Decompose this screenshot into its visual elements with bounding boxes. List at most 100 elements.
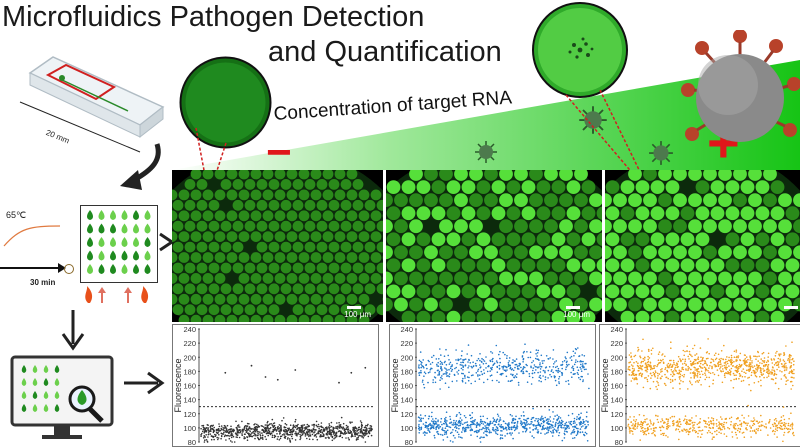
- data-point: [424, 387, 426, 389]
- data-point: [499, 419, 501, 421]
- data-point: [481, 361, 483, 363]
- data-point: [571, 367, 573, 369]
- data-point: [674, 379, 676, 381]
- data-point: [424, 434, 426, 436]
- droplet: [353, 242, 364, 253]
- data-point: [214, 434, 216, 436]
- data-point: [704, 360, 706, 362]
- droplet: [185, 304, 196, 315]
- data-point: [565, 427, 567, 429]
- data-point: [251, 436, 253, 438]
- data-point: [693, 361, 695, 363]
- data-point: [746, 365, 748, 367]
- data-point: [312, 429, 314, 431]
- data-point: [709, 432, 711, 434]
- data-point: [510, 380, 512, 382]
- data-point: [241, 421, 243, 423]
- data-point: [743, 380, 745, 382]
- data-point: [489, 360, 491, 362]
- data-point: [631, 359, 633, 361]
- data-point: [533, 360, 535, 362]
- data-point: [224, 372, 226, 374]
- data-point: [556, 360, 558, 362]
- data-point: [702, 374, 704, 376]
- data-point: [554, 377, 556, 379]
- data-point: [655, 386, 657, 388]
- data-point: [568, 380, 570, 382]
- data-point: [339, 424, 341, 426]
- data-point: [206, 439, 208, 441]
- data-point: [751, 372, 753, 374]
- data-point: [446, 364, 448, 366]
- data-point: [638, 349, 640, 351]
- droplet: [257, 179, 268, 190]
- data-point: [558, 383, 560, 385]
- data-point: [433, 422, 435, 424]
- droplet: [439, 219, 453, 233]
- data-point: [433, 420, 435, 422]
- data-point: [721, 418, 723, 420]
- data-point: [725, 364, 727, 366]
- data-point: [783, 352, 785, 354]
- data-point: [648, 361, 650, 363]
- droplet: [281, 221, 292, 232]
- data-point: [440, 361, 442, 363]
- data-point: [762, 368, 764, 370]
- data-point: [579, 424, 581, 426]
- droplet: [257, 304, 268, 315]
- droplet: [529, 193, 543, 207]
- droplet: [233, 242, 244, 253]
- data-point: [769, 419, 771, 421]
- data-point: [790, 366, 792, 368]
- data-point: [637, 425, 639, 427]
- tick-label: 220: [610, 339, 623, 348]
- data-point: [546, 428, 548, 430]
- droplet: [341, 242, 352, 253]
- data-point: [583, 366, 585, 368]
- data-point: [712, 436, 714, 438]
- droplet: [763, 245, 777, 259]
- droplet-icon: [110, 237, 116, 247]
- data-point: [645, 370, 647, 372]
- data-point: [244, 433, 246, 435]
- data-point: [304, 424, 306, 426]
- data-point: [761, 373, 763, 375]
- data-point: [690, 382, 692, 384]
- data-point: [547, 426, 549, 428]
- data-point: [751, 362, 753, 364]
- data-point: [776, 436, 778, 438]
- data-point: [254, 429, 256, 431]
- data-point: [776, 351, 778, 353]
- data-point: [364, 367, 366, 369]
- data-point: [206, 431, 208, 433]
- data-point: [694, 372, 696, 374]
- data-point: [737, 372, 739, 374]
- data-point: [493, 417, 495, 419]
- data-point: [720, 366, 722, 368]
- data-point: [548, 418, 550, 420]
- data-point: [461, 350, 463, 352]
- data-point: [426, 364, 428, 366]
- droplet: [197, 304, 208, 315]
- data-point: [789, 359, 791, 361]
- data-point: [723, 424, 725, 426]
- data-point: [514, 367, 516, 369]
- data-point: [431, 427, 433, 429]
- data-point: [788, 423, 790, 425]
- data-point: [562, 361, 564, 363]
- data-point: [764, 357, 766, 359]
- data-point: [348, 437, 350, 439]
- data-point: [636, 427, 638, 429]
- data-point: [500, 427, 502, 429]
- data-point: [429, 423, 431, 425]
- droplet: [696, 232, 710, 246]
- data-point: [735, 379, 737, 381]
- data-point: [506, 357, 508, 359]
- data-point: [505, 370, 507, 372]
- data-point: [749, 362, 751, 364]
- droplet: [191, 252, 202, 263]
- droplet: [606, 232, 620, 246]
- data-point: [332, 436, 334, 438]
- droplet: [371, 273, 382, 284]
- data-point: [483, 382, 485, 384]
